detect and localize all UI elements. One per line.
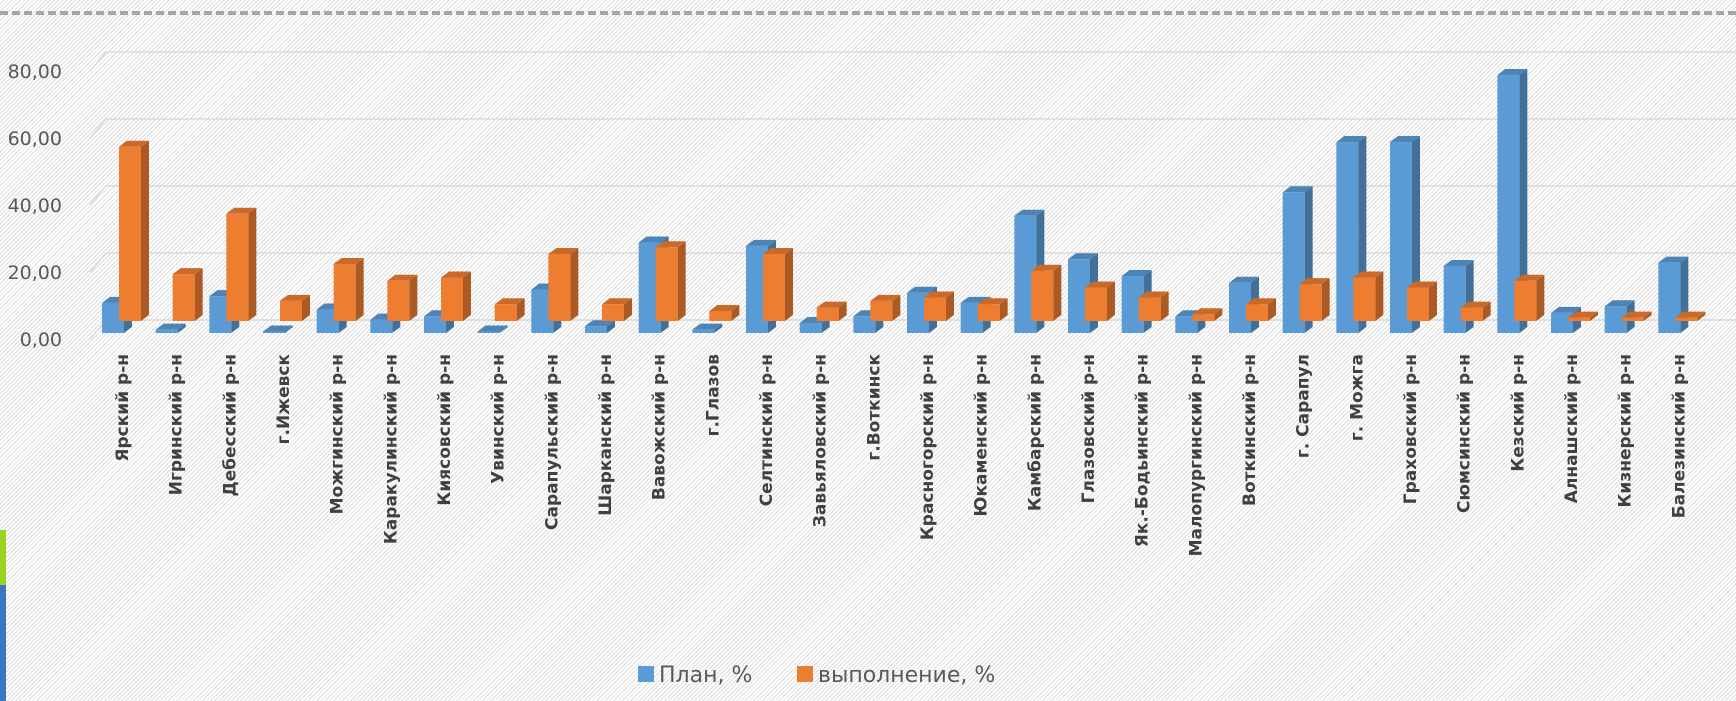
bar-plan [1658, 256, 1689, 333]
category-label: Увинский р-н [489, 354, 509, 484]
bar-vypolnenie [977, 298, 1008, 321]
y-tick-label: 0,00 [20, 329, 62, 351]
category-label: Воткинский р-н [1240, 354, 1260, 506]
category-label: г. Можга [1347, 354, 1367, 441]
y-tick-label: 20,00 [8, 262, 62, 284]
bar-vypolnenie [441, 271, 471, 321]
bar-vypolnenie [709, 304, 740, 321]
bar-plan [585, 320, 615, 333]
bar-plan [155, 323, 186, 333]
bar-vypolnenie [1299, 278, 1330, 321]
category-label: Завьяловский р-н [811, 354, 831, 527]
category-label: Можгинский р-н [328, 354, 348, 514]
category-label: Каракулинский р-н [381, 354, 401, 544]
bar-plan [477, 325, 508, 333]
bar-plan [263, 325, 293, 333]
bar-vypolnenie [1460, 301, 1491, 321]
legend-label-plan: План, % [659, 663, 752, 688]
category-label: г.Воткинск [864, 354, 884, 461]
bar-plan [692, 323, 723, 333]
bar-vypolnenie [1353, 271, 1384, 321]
bar-vypolnenie [1621, 311, 1652, 321]
bar-vypolnenie [1085, 281, 1115, 321]
bar-vypolnenie [280, 294, 310, 321]
category-label: г.Ижевск [274, 354, 294, 445]
category-label: г.Глазов [703, 354, 723, 437]
bar-vypolnenie [1675, 311, 1706, 321]
bar-vypolnenie [1514, 274, 1545, 321]
bar-vypolnenie [1192, 308, 1223, 321]
bar-vypolnenie [494, 298, 525, 321]
y-tick-label: 60,00 [8, 128, 62, 150]
legend-label-vypolnenie: выполнение, % [818, 663, 995, 688]
category-label: Юкаменский р-н [972, 354, 992, 516]
bar-vypolnenie [1138, 291, 1169, 321]
y-tick-label: 80,00 [8, 61, 62, 83]
category-label: Кизнерский р-н [1616, 354, 1636, 507]
gridline-side [89, 252, 107, 273]
category-label: Селтинский р-н [757, 354, 777, 506]
bar-plan [1443, 260, 1474, 333]
gridline-side [89, 118, 107, 139]
bar-vypolnenie [1407, 281, 1437, 321]
bar-vypolnenie [226, 207, 257, 321]
gridline-side [89, 51, 107, 72]
category-label: Дебесский р-н [220, 354, 240, 496]
category-label: Камбарский р-н [1025, 354, 1045, 511]
category-label: Киясовский р-н [435, 354, 455, 506]
legend-swatch-vypolnenie [797, 666, 813, 682]
left-accent-green [0, 530, 6, 585]
gridline-side [89, 185, 107, 206]
bars [102, 69, 1706, 334]
category-label: Глазовский р-н [1079, 354, 1099, 503]
bar-plan [1497, 69, 1528, 334]
category-label: Вавожский р-н [650, 354, 670, 500]
bar-vypolnenie [172, 268, 203, 321]
legend: План, % выполнение, % [638, 663, 995, 688]
dashed-top-border [0, 11, 1736, 15]
bar-vypolnenie [548, 248, 579, 321]
category-label: г. Сарапул [1294, 354, 1314, 458]
bar-vypolnenie [1568, 311, 1598, 321]
bar-vypolnenie [924, 291, 954, 321]
bar-vypolnenie [816, 301, 847, 321]
bar-vypolnenie [387, 274, 418, 321]
bar-vypolnenie [655, 241, 686, 321]
legend-swatch-plan [638, 666, 654, 682]
left-accent-blue [0, 585, 6, 701]
bar-vypolnenie [870, 294, 901, 321]
bar-vypolnenie [1246, 298, 1276, 321]
x-axis-labels: Ярский р-н Игринский р-н Дебесский р-н г.Иж… [113, 354, 1689, 557]
category-label: Игринский р-н [167, 354, 187, 495]
category-label: Сюмсинский р-н [1455, 354, 1475, 513]
y-tick-label: 40,00 [8, 195, 62, 217]
bar-vypolnenie [119, 140, 149, 321]
bar-vypolnenie [1031, 264, 1062, 321]
category-label: Малопургинский р-н [1186, 354, 1206, 556]
bar-vypolnenie [602, 298, 632, 321]
y-axis-ticks: 0,00 20,00 40,00 60,00 80,00 [8, 61, 62, 351]
category-label: Красногорский р-н [918, 354, 938, 540]
bar-vypolnenie [763, 248, 793, 321]
category-label: Сарапульский р-н [542, 354, 562, 530]
category-label: Алнашский р-н [1562, 354, 1582, 503]
category-label: Балезинский р-н [1669, 354, 1689, 518]
bar-vypolnenie [333, 258, 364, 321]
category-label: Граховский р-н [1401, 354, 1421, 504]
category-label: Шарканский р-н [596, 354, 616, 516]
category-label: Як.-Бодьинский р-н [1133, 354, 1153, 547]
category-label: Кезский р-н [1508, 354, 1528, 472]
category-label: Ярский р-н [113, 354, 133, 462]
